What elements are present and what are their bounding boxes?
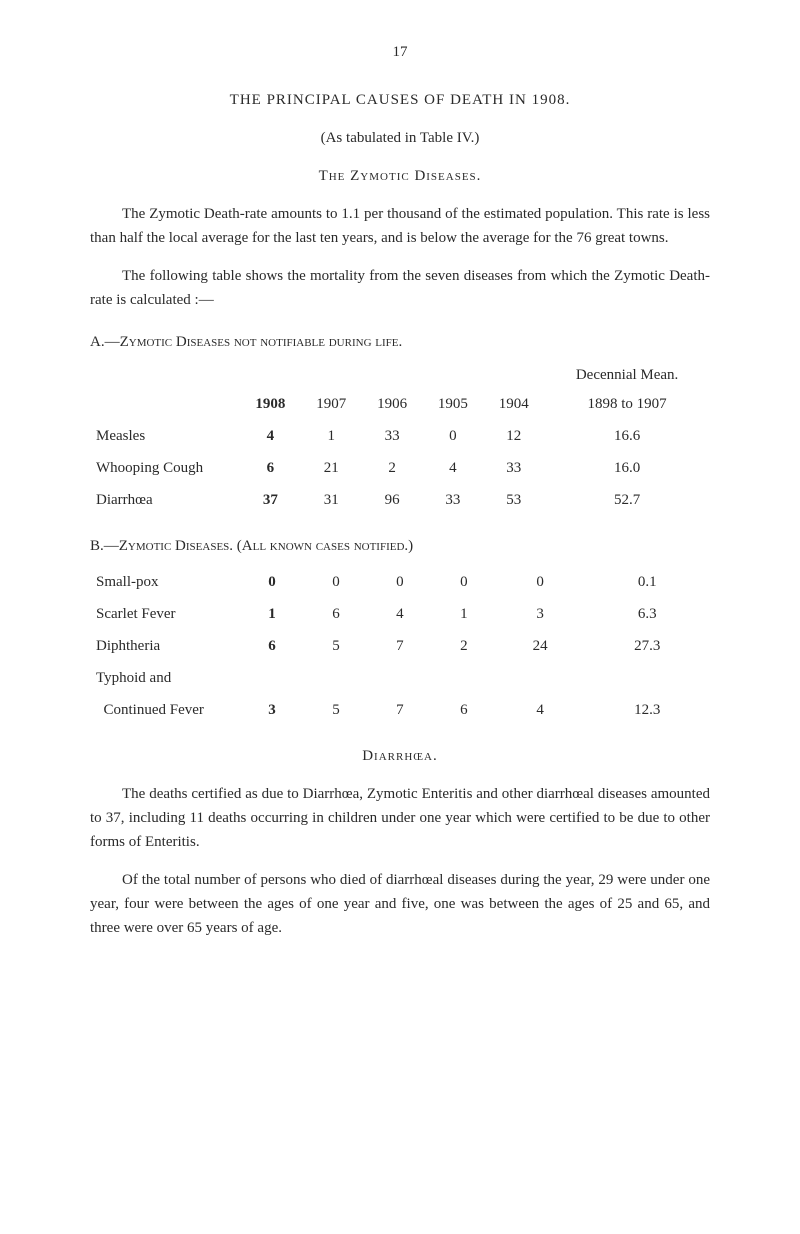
row-label: Diphtheria [90, 630, 240, 662]
main-title: THE PRINCIPAL CAUSES OF DEATH IN 1908. [90, 88, 710, 112]
cell: 3 [240, 694, 304, 726]
cell: 0 [240, 566, 304, 598]
cell: 21 [301, 452, 362, 484]
cell: 33 [483, 452, 544, 484]
cell: 5 [304, 694, 368, 726]
cell: 16.6 [544, 420, 710, 452]
table-row: Whooping Cough 6 21 2 4 33 16.0 [90, 452, 710, 484]
cell: 7 [368, 694, 432, 726]
cell [368, 662, 432, 694]
cell: 6 [240, 452, 301, 484]
year-header: 1907 [301, 388, 362, 420]
year-header: 1904 [483, 388, 544, 420]
cell: 7 [368, 630, 432, 662]
subtitle: (As tabulated in Table IV.) [90, 126, 710, 150]
table-row: Continued Fever 3 5 7 6 4 12.3 [90, 694, 710, 726]
table-row: Measles 4 1 33 0 12 16.6 [90, 420, 710, 452]
row-label: Measles [90, 420, 240, 452]
cell: 0 [432, 566, 496, 598]
row-label: Small-pox [90, 566, 240, 598]
cell: 0 [422, 420, 483, 452]
cell: 24 [496, 630, 585, 662]
paragraph-4: Of the total number of persons who died … [90, 868, 710, 940]
year-header: 1905 [422, 388, 483, 420]
table-b-heading: B.—Zymotic Diseases. (All known cases no… [90, 534, 710, 558]
cell: 27.3 [584, 630, 710, 662]
cell [496, 662, 585, 694]
table-a-header-row-2: 1908 1907 1906 1905 1904 1898 to 1907 [90, 388, 710, 420]
cell: 0 [496, 566, 585, 598]
decennial-mean-label: Decennial Mean. [544, 362, 710, 388]
cell: 2 [362, 452, 423, 484]
cell: 4 [422, 452, 483, 484]
zymotic-section-heading: The Zymotic Diseases. [90, 164, 710, 188]
table-row: Diphtheria 6 5 7 2 24 27.3 [90, 630, 710, 662]
cell [240, 662, 304, 694]
row-label: Scarlet Fever [90, 598, 240, 630]
cell: 1 [240, 598, 304, 630]
cell: 1 [432, 598, 496, 630]
cell: 31 [301, 484, 362, 516]
decennial-range: 1898 to 1907 [544, 388, 710, 420]
cell: 53 [483, 484, 544, 516]
table-a-heading: A.—Zymotic Diseases not notifiable durin… [90, 330, 710, 354]
row-label: Continued Fever [90, 694, 240, 726]
cell: 12 [483, 420, 544, 452]
year-header: 1906 [362, 388, 423, 420]
cell: 1 [301, 420, 362, 452]
table-b: Small-pox 0 0 0 0 0 0.1 Scarlet Fever 1 … [90, 566, 710, 726]
cell: 6 [240, 630, 304, 662]
cell: 0 [304, 566, 368, 598]
cell: 4 [240, 420, 301, 452]
cell [584, 662, 710, 694]
cell: 96 [362, 484, 423, 516]
table-a-header-row-1: Decennial Mean. [90, 362, 710, 388]
row-label: Typhoid and [90, 662, 240, 694]
year-header: 1908 [240, 388, 301, 420]
paragraph-1: The Zymotic Death-rate amounts to 1.1 pe… [90, 202, 710, 250]
row-label: Diarrhœa [90, 484, 240, 516]
row-label: Whooping Cough [90, 452, 240, 484]
cell: 6 [432, 694, 496, 726]
cell: 0 [368, 566, 432, 598]
table-row: Small-pox 0 0 0 0 0 0.1 [90, 566, 710, 598]
page-number: 17 [90, 40, 710, 64]
cell: 5 [304, 630, 368, 662]
table-row: Scarlet Fever 1 6 4 1 3 6.3 [90, 598, 710, 630]
cell: 12.3 [584, 694, 710, 726]
cell: 16.0 [544, 452, 710, 484]
cell: 6.3 [584, 598, 710, 630]
cell: 0.1 [584, 566, 710, 598]
cell: 3 [496, 598, 585, 630]
cell [432, 662, 496, 694]
table-row: Typhoid and [90, 662, 710, 694]
table-a: Decennial Mean. 1908 1907 1906 1905 1904… [90, 362, 710, 516]
cell: 37 [240, 484, 301, 516]
cell [304, 662, 368, 694]
cell: 33 [422, 484, 483, 516]
paragraph-2: The following table shows the mortality … [90, 264, 710, 312]
cell: 6 [304, 598, 368, 630]
paragraph-3: The deaths certified as due to Diarrhœa,… [90, 782, 710, 854]
diarrhoea-heading: Diarrhœa. [90, 744, 710, 768]
cell: 52.7 [544, 484, 710, 516]
table-row: Diarrhœa 37 31 96 33 53 52.7 [90, 484, 710, 516]
cell: 33 [362, 420, 423, 452]
cell: 4 [368, 598, 432, 630]
cell: 2 [432, 630, 496, 662]
cell: 4 [496, 694, 585, 726]
